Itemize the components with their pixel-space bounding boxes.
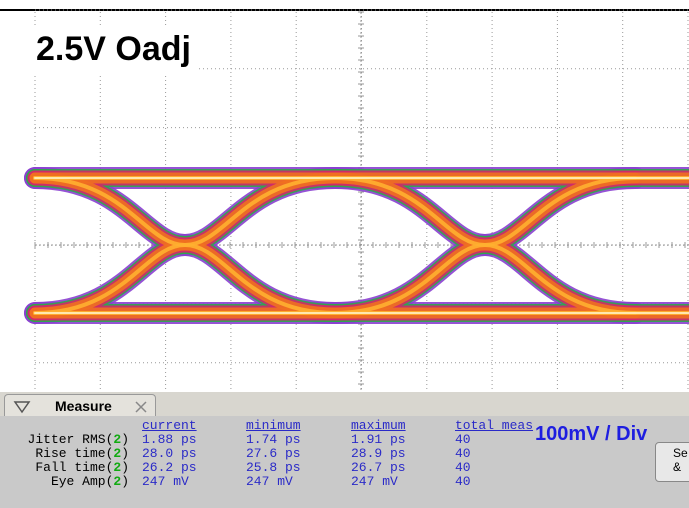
measure-value: 40 <box>455 460 471 475</box>
measure-value: 247 mV <box>246 474 293 489</box>
label-part: Eye Amp <box>50 474 106 489</box>
button-text: Se <box>673 446 688 460</box>
label-part: 2 <box>113 474 122 489</box>
measure-value: 28.0 ps <box>142 446 197 461</box>
measure-value: 26.7 ps <box>351 460 406 475</box>
waveform-label: 2.5V Oadj <box>30 26 197 73</box>
measure-value: 1.74 ps <box>246 432 301 447</box>
label-part: ) <box>121 446 129 461</box>
label-part: Rise time <box>35 446 106 461</box>
column-header: total meas <box>455 418 534 433</box>
label-part: Fall time <box>35 460 106 475</box>
measure-value: 1.91 ps <box>351 432 406 447</box>
row-label: Jitter RMS(2) <box>28 432 129 447</box>
eye-trace <box>333 176 637 315</box>
measure-value: 40 <box>455 446 471 461</box>
measure-tab[interactable]: Measure <box>4 394 156 417</box>
row-label: Rise time(2) <box>35 446 129 461</box>
measure-value: 26.2 ps <box>142 460 197 475</box>
measure-value: 28.9 ps <box>351 446 406 461</box>
column-header: minimum <box>246 418 301 433</box>
label-part: 2 <box>113 446 122 461</box>
label-part: ) <box>121 432 129 447</box>
label-part: ) <box>121 474 129 489</box>
measure-value: 25.8 ps <box>246 460 301 475</box>
scale-label: 100mV / Div <box>535 423 648 445</box>
measure-value: 1.88 ps <box>142 432 197 447</box>
row-label: Fall time(2) <box>35 460 129 475</box>
label-part: ( <box>105 432 114 447</box>
eye-trace <box>33 176 337 315</box>
label-part: ( <box>105 474 114 489</box>
measure-value: 40 <box>455 432 471 447</box>
label-part: ( <box>105 446 114 461</box>
row-label: Eye Amp(2) <box>51 474 129 489</box>
column-header: current <box>142 418 197 433</box>
tab-title: Measure <box>55 398 112 414</box>
label-part: Jitter RMS <box>27 432 106 447</box>
measure-value: 27.6 ps <box>246 446 301 461</box>
label-part: ( <box>105 460 114 475</box>
display <box>0 9 689 392</box>
column-header: maximum <box>351 418 406 433</box>
measure-value: 40 <box>455 474 471 489</box>
label-part: ) <box>121 460 129 475</box>
label-part: 2 <box>113 460 122 475</box>
button-text: & <box>673 460 682 474</box>
measure-panel: Measure current minimum maximum total meas J… <box>0 392 689 508</box>
measure-table: current minimum maximum total meas Jitter RM… <box>0 416 689 508</box>
measure-value: 247 mV <box>351 474 398 489</box>
label-part: 2 <box>113 432 122 447</box>
side-button[interactable]: Se & <box>655 442 689 482</box>
measure-value: 247 mV <box>142 474 189 489</box>
